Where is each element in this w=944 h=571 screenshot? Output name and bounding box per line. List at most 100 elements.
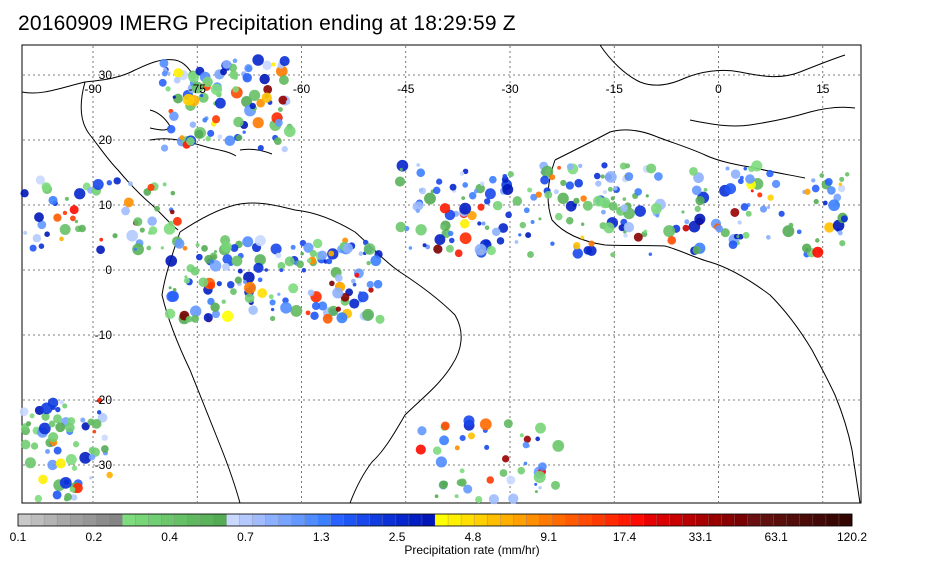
lon-tick-label: -45 bbox=[397, 82, 415, 96]
colorbar-swatch bbox=[630, 513, 644, 527]
colorbar-tick-label: 0.2 bbox=[85, 530, 103, 544]
colorbar-swatch bbox=[643, 513, 657, 527]
lon-tick-label: -60 bbox=[293, 82, 311, 96]
colorbar-swatch bbox=[721, 513, 736, 527]
colorbar-swatch bbox=[291, 513, 306, 527]
colorbar-swatch bbox=[460, 513, 475, 527]
latitude-tick-labels: 30 20 10 0 -10 -20 -30 bbox=[95, 68, 113, 472]
colorbar-swatch bbox=[17, 513, 32, 527]
colorbar-swatch bbox=[43, 513, 58, 527]
colorbar-swatch bbox=[578, 513, 592, 527]
colorbar-swatch bbox=[708, 513, 723, 527]
colorbar-swatch bbox=[278, 513, 293, 527]
colorbar bbox=[17, 513, 853, 527]
longitude-tick-labels: -90 -75 -60 -45 -30 -15 0 15 bbox=[84, 82, 829, 96]
colorbar-swatch bbox=[174, 513, 188, 527]
colorbar-swatch bbox=[838, 513, 853, 527]
colorbar-tick-label: 0.7 bbox=[237, 530, 254, 544]
colorbar-tick-label: 2.5 bbox=[388, 530, 406, 544]
colorbar-swatch bbox=[473, 513, 488, 527]
lon-tick-label: 15 bbox=[816, 82, 830, 96]
colorbar-swatch bbox=[799, 513, 814, 527]
colorbar-swatch bbox=[552, 513, 566, 527]
colorbar-swatch bbox=[408, 513, 423, 527]
colorbar-swatch bbox=[382, 513, 397, 527]
colorbar-swatch bbox=[434, 513, 449, 527]
colorbar-swatch bbox=[226, 513, 240, 527]
colorbar-swatch bbox=[96, 513, 110, 527]
lat-tick-label: 30 bbox=[99, 68, 113, 82]
colorbar-swatch bbox=[656, 513, 671, 527]
colorbar-tick-label: 63.1 bbox=[764, 530, 788, 544]
colorbar-swatch bbox=[486, 513, 501, 527]
colorbar-frame bbox=[17, 513, 853, 527]
colorbar-swatch bbox=[395, 513, 410, 527]
colorbar-swatch bbox=[148, 513, 162, 527]
colorbar-label: Precipitation rate (mm/hr) bbox=[404, 543, 540, 557]
colorbar-tick-label: 120.2 bbox=[836, 530, 868, 544]
colorbar-tick-label: 0.4 bbox=[161, 530, 178, 544]
lon-tick-label: -15 bbox=[606, 82, 624, 96]
colorbar-swatch bbox=[265, 513, 280, 527]
colorbar-tick-label: 9.1 bbox=[540, 530, 558, 544]
lon-tick-label: -30 bbox=[501, 82, 519, 96]
colorbar-swatch bbox=[109, 513, 123, 527]
colorbar-swatch bbox=[682, 513, 697, 527]
lon-tick-label: 0 bbox=[715, 82, 722, 96]
colorbar-tick-label: 1.3 bbox=[312, 530, 330, 544]
colorbar-swatch bbox=[161, 513, 175, 527]
colorbar-swatch bbox=[591, 513, 605, 527]
colorbar-swatch bbox=[773, 513, 788, 527]
colorbar-swatch bbox=[513, 513, 527, 527]
colorbar-tick-label: 0.1 bbox=[9, 530, 27, 544]
lat-tick-label: 20 bbox=[99, 133, 113, 147]
colorbar-swatch bbox=[539, 513, 553, 527]
colorbar-swatch bbox=[760, 513, 775, 527]
colorbar-swatch bbox=[83, 513, 97, 527]
colorbar-swatch bbox=[356, 513, 371, 527]
colorbar-swatch bbox=[447, 513, 462, 527]
colorbar-swatch bbox=[56, 513, 71, 527]
colorbar-swatch bbox=[239, 513, 254, 527]
colorbar-swatch bbox=[526, 513, 540, 527]
colorbar-swatch bbox=[825, 513, 840, 527]
colorbar-swatch bbox=[747, 513, 762, 527]
colorbar-swatch bbox=[122, 513, 136, 527]
colorbar-swatch bbox=[369, 513, 384, 527]
colorbar-swatch bbox=[500, 513, 514, 527]
colorbar-tick-label: 17.4 bbox=[612, 530, 637, 544]
colorbar-swatch bbox=[812, 513, 827, 527]
colorbar-swatch bbox=[343, 513, 358, 527]
colorbar-swatch bbox=[213, 513, 227, 527]
colorbar-swatch bbox=[421, 513, 436, 527]
lat-tick-label: 0 bbox=[105, 263, 112, 277]
map-frame bbox=[21, 44, 862, 504]
colorbar-swatch bbox=[252, 513, 267, 527]
colorbar-swatch bbox=[734, 513, 749, 527]
colorbar-swatch bbox=[187, 513, 201, 527]
coastlines bbox=[21, 44, 861, 504]
colorbar-swatch bbox=[330, 513, 345, 527]
colorbar-swatch bbox=[135, 513, 149, 527]
colorbar-swatch bbox=[304, 513, 319, 527]
colorbar-swatch bbox=[317, 513, 332, 527]
lon-tick-label: -75 bbox=[189, 82, 207, 96]
colorbar-swatch bbox=[604, 513, 618, 527]
map-title: 20160909 IMERG Precipitation ending at 1… bbox=[18, 12, 516, 35]
colorbar-swatch bbox=[617, 513, 631, 527]
colorbar-swatch bbox=[786, 513, 801, 527]
colorbar-swatch bbox=[695, 513, 710, 527]
colorbar-swatch bbox=[69, 513, 84, 527]
lat-tick-label: -30 bbox=[95, 458, 113, 472]
lat-tick-label: -10 bbox=[95, 328, 113, 342]
precipitation-field bbox=[19, 54, 850, 505]
lat-tick-label: 10 bbox=[99, 198, 113, 212]
colorbar-tick-label: 33.1 bbox=[688, 530, 713, 544]
colorbar-swatch bbox=[200, 513, 214, 527]
colorbar-swatch bbox=[565, 513, 579, 527]
lon-tick-label: -90 bbox=[84, 82, 102, 96]
colorbar-swatch bbox=[669, 513, 684, 527]
colorbar-tick-label: 4.8 bbox=[464, 530, 482, 544]
lat-tick-label: -20 bbox=[95, 393, 113, 407]
